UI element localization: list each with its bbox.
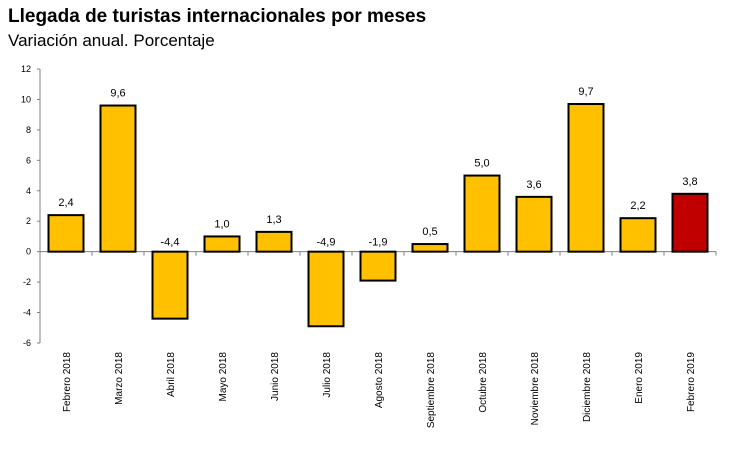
y-tick-label: 6: [26, 155, 31, 165]
data-label: 1,0: [214, 218, 229, 230]
bar: [255, 230, 293, 253]
data-label: 3,6: [526, 179, 541, 191]
x-category-label: Abril 2018: [166, 352, 177, 397]
x-category-label: Julio 2018: [322, 352, 333, 398]
data-label: 3,8: [682, 176, 697, 188]
bar: [47, 214, 85, 253]
x-category-label: Noviembre 2018: [530, 352, 541, 426]
data-label: -1,9: [369, 237, 388, 249]
data-label: 1,3: [266, 214, 281, 226]
data-label: -4,4: [161, 237, 180, 249]
data-label: 2,4: [58, 197, 73, 209]
x-category-label: Agosto 2018: [374, 352, 385, 409]
x-category-label: Febrero 2018: [62, 352, 73, 412]
y-tick-label: 12: [21, 64, 31, 74]
bar: [515, 195, 553, 253]
x-category-label: Junio 2018: [270, 352, 281, 401]
data-label: 9,6: [110, 88, 125, 100]
bar: [619, 217, 657, 253]
y-tick-label: -4: [23, 308, 31, 318]
y-tick-label: 4: [26, 186, 31, 196]
bar: [359, 250, 397, 282]
y-tick-label: -6: [23, 338, 31, 348]
y-tick-label: 0: [26, 247, 31, 257]
bar: [463, 174, 501, 253]
bar: [307, 250, 345, 328]
data-label: -4,9: [317, 237, 336, 249]
bar: [671, 192, 709, 253]
y-tick-label: 8: [26, 125, 31, 135]
bar: [567, 103, 605, 253]
data-label: 5,0: [474, 158, 489, 170]
bar: [203, 235, 241, 253]
x-category-label: Diciembre 2018: [582, 352, 593, 422]
chart-subtitle: Variación anual. Porcentaje: [8, 31, 215, 50]
x-category-label: Septiembre 2018: [426, 352, 437, 429]
x-category-label: Marzo 2018: [114, 352, 125, 405]
x-category-label: Octubre 2018: [478, 352, 489, 413]
data-label: 2,2: [630, 200, 645, 212]
bar: [151, 250, 189, 320]
bar: [99, 104, 137, 253]
chart-title: Llegada de turistas internacionales por …: [8, 6, 427, 27]
y-tick-label: -2: [23, 277, 31, 287]
bar: [411, 243, 449, 253]
data-label: 9,7: [578, 86, 593, 98]
y-tick-label: 2: [26, 216, 31, 226]
x-category-label: Mayo 2018: [218, 352, 229, 402]
x-category-label: Febrero 2019: [686, 352, 697, 412]
x-category-label: Enero 2019: [634, 352, 645, 404]
data-label: 0,5: [422, 226, 437, 238]
y-tick-label: 10: [21, 94, 31, 104]
